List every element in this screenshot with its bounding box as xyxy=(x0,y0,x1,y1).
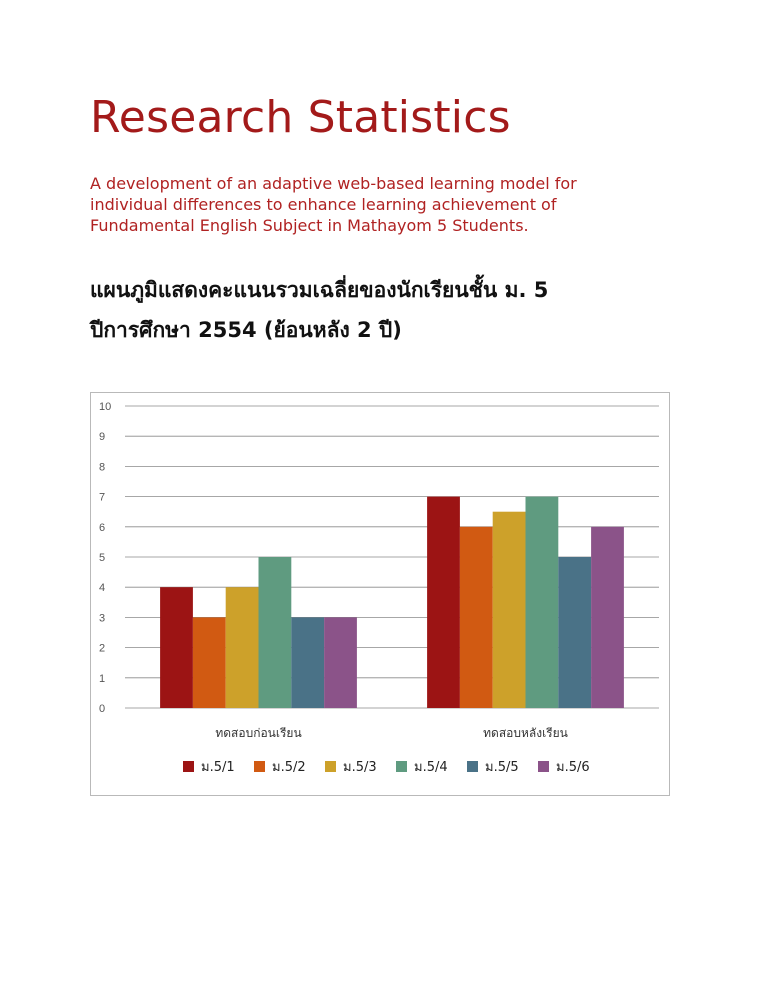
bar xyxy=(558,557,592,708)
bar xyxy=(324,617,357,708)
legend-swatch xyxy=(396,761,407,772)
legend-label: ม.5/2 xyxy=(272,760,306,775)
page-title: Research Statistics xyxy=(90,92,511,143)
legend-label: ม.5/3 xyxy=(343,760,377,775)
legend-swatch xyxy=(254,761,265,772)
category-label: ทดสอบก่อนเรียน xyxy=(215,726,301,740)
legend-label: ม.5/6 xyxy=(556,760,590,775)
bar xyxy=(492,511,526,708)
y-tick-label: 6 xyxy=(99,522,105,534)
bar xyxy=(192,617,226,708)
y-tick-label: 9 xyxy=(99,431,105,443)
y-tick-label: 2 xyxy=(99,643,105,655)
legend-swatch xyxy=(183,761,194,772)
bar-chart: 0 1 2 3 4 5 6 7 8 9 10 ทดสอบก่อนเรียน ทดสอบหลังเรียน… xyxy=(99,401,659,775)
legend-label: ม.5/4 xyxy=(414,760,448,775)
legend-swatch xyxy=(467,761,478,772)
y-tick-label: 3 xyxy=(99,612,105,624)
y-tick-label: 10 xyxy=(99,401,111,413)
bar xyxy=(160,587,193,708)
chart-container: 0 1 2 3 4 5 6 7 8 9 10 ทดสอบก่อนเรียน ทดสอบหลังเรียน… xyxy=(90,392,670,796)
chart-heading: แผนภูมิแสดงคะแนนรวมเฉลี่ยของนักเรียนชั้น… xyxy=(90,270,690,350)
bar xyxy=(225,587,259,708)
legend-label: ม.5/1 xyxy=(201,760,235,775)
y-tick-label: 8 xyxy=(99,461,105,473)
bar xyxy=(258,557,292,708)
subtitle-line: individual differences to enhance learni… xyxy=(90,195,557,214)
legend-swatch xyxy=(538,761,549,772)
subtitle-line: A development of an adaptive web-based l… xyxy=(90,174,577,193)
y-tick-label: 4 xyxy=(99,582,105,594)
y-tick-label: 0 xyxy=(99,703,105,715)
y-tick-label: 5 xyxy=(99,552,105,564)
legend-swatch xyxy=(325,761,336,772)
bar xyxy=(427,496,460,708)
bar xyxy=(591,526,624,708)
legend-label: ม.5/5 xyxy=(485,760,519,775)
category-label: ทดสอบหลังเรียน xyxy=(483,726,568,740)
bar xyxy=(525,496,559,708)
bar xyxy=(291,617,325,708)
y-tick-label: 7 xyxy=(99,492,105,504)
bar xyxy=(459,526,493,708)
y-tick-label: 1 xyxy=(99,673,105,685)
heading-line: ปีการศึกษา 2554 (ย้อนหลัง 2 ปี) xyxy=(90,318,402,342)
heading-line: แผนภูมิแสดงคะแนนรวมเฉลี่ยของนักเรียนชั้น… xyxy=(90,278,549,302)
subtitle-line: Fundamental English Subject in Mathayom … xyxy=(90,216,529,235)
page-subtitle: A development of an adaptive web-based l… xyxy=(90,173,650,236)
